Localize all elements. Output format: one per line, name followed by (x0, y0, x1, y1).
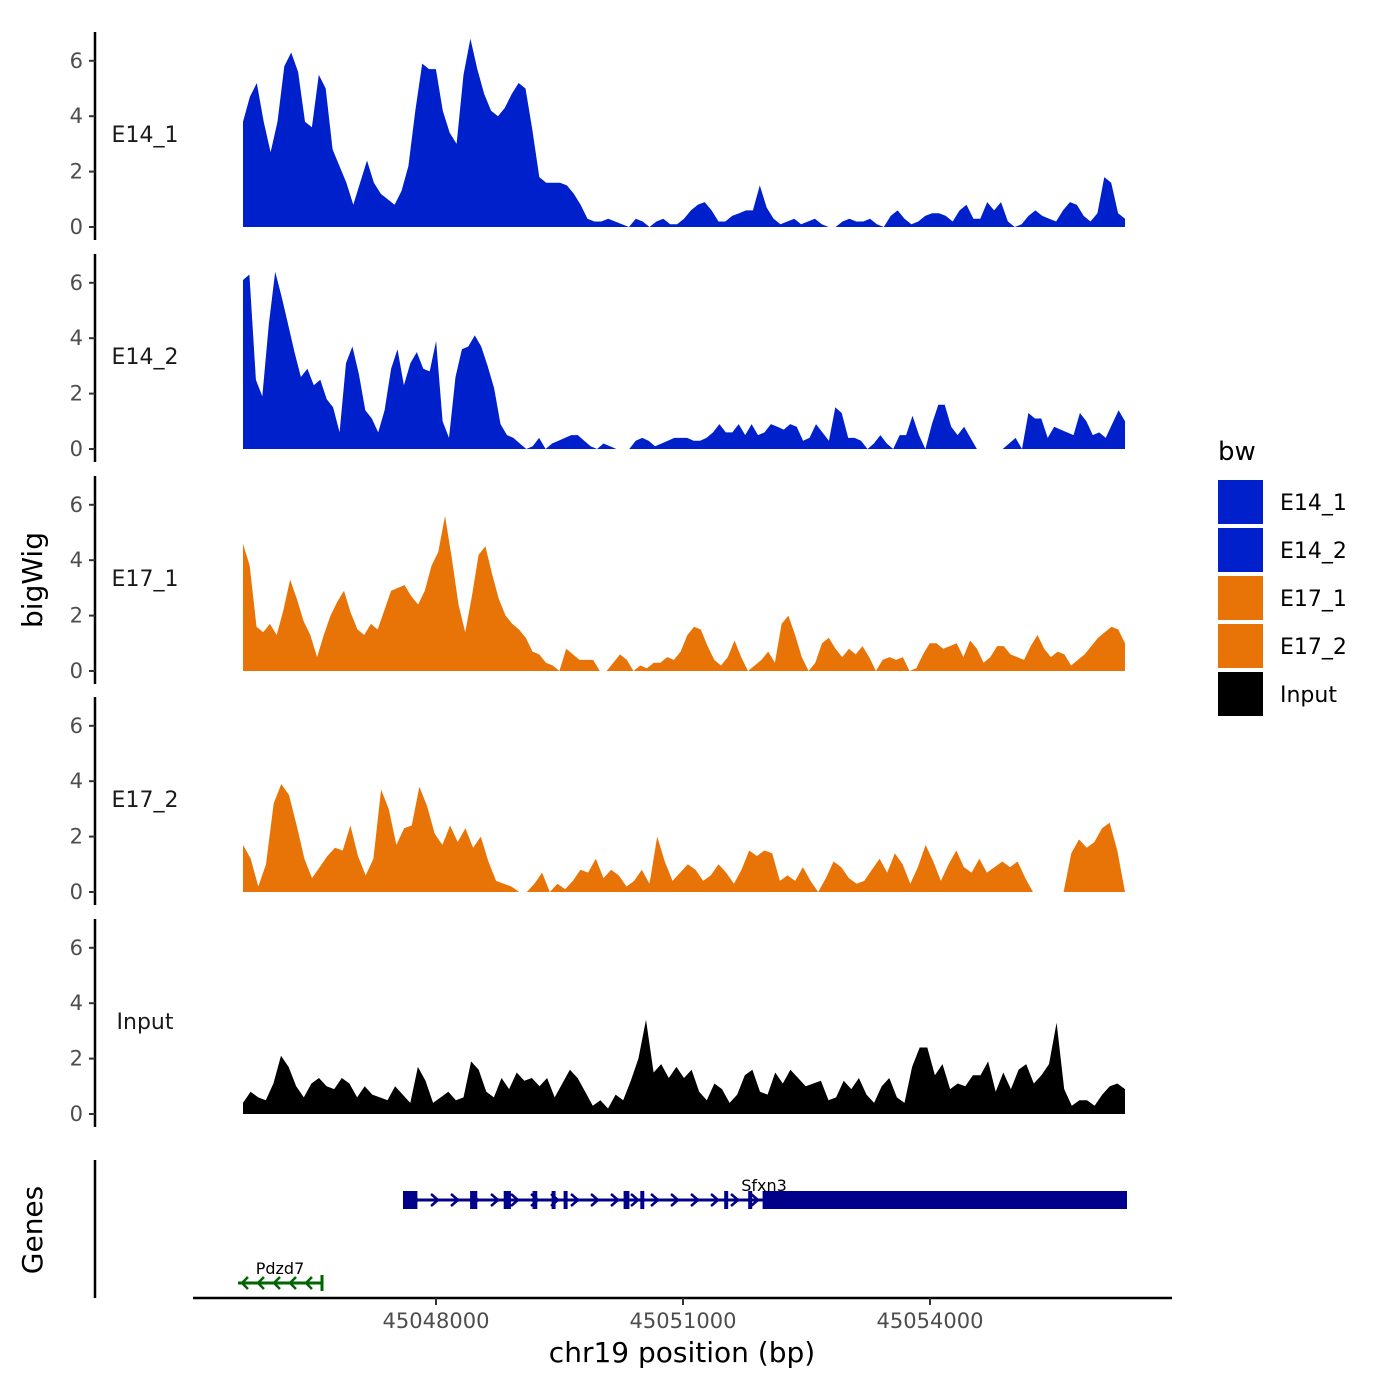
y-tick-label: 4 (70, 991, 83, 1015)
y-tick-label: 6 (70, 936, 83, 960)
exon (470, 1191, 478, 1209)
area-Input (243, 1019, 1125, 1114)
gene-label: Pdzd7 (256, 1259, 305, 1278)
y-tick-label: 0 (70, 437, 83, 461)
strand-arrow (670, 1193, 680, 1207)
strand-arrow (610, 1193, 620, 1207)
y-axis-title: bigWig (16, 532, 49, 628)
x-tick-label: 45051000 (630, 1309, 737, 1333)
track-label: E14_2 (112, 345, 179, 370)
y-tick-label: 4 (70, 548, 83, 572)
area-E17_2 (243, 784, 1125, 892)
exon (551, 1191, 556, 1209)
track-label: E14_1 (112, 123, 179, 148)
strand-arrow (240, 1276, 249, 1290)
legend-key (1218, 576, 1263, 620)
exon (748, 1191, 753, 1209)
y-tick-label: 6 (70, 714, 83, 738)
legend: bw E14_1 E14_2 E17_1 E17_2 Input (1218, 437, 1347, 716)
y-tick-label: 2 (70, 604, 83, 628)
track-E14_1: 0 2 4 6 E14_1 (70, 32, 1125, 240)
strand-arrow (750, 1193, 760, 1207)
coverage-tracks: 0 2 4 6 E14_1 0 2 4 6 E14_2 0 2 4 6 E17_1 0 2 4 6 E17_2 0 2 4 6… (70, 32, 1125, 1127)
legend-label: E17_2 (1280, 635, 1347, 660)
x-tick-label: 45054000 (877, 1309, 984, 1333)
strand-arrow (430, 1193, 440, 1207)
strand-arrow (288, 1276, 297, 1290)
exon (640, 1191, 645, 1209)
strand-arrow (590, 1193, 600, 1207)
area-E17_1 (243, 515, 1125, 671)
gene-Pdzd7: Pdzd7 (238, 1259, 324, 1291)
exon (503, 1191, 511, 1209)
legend-title: bw (1218, 437, 1256, 467)
strand-arrow (490, 1193, 500, 1207)
legend-key (1218, 480, 1263, 524)
strand-arrow (730, 1193, 740, 1207)
track-E17_2: 0 2 4 6 E17_2 (70, 697, 1125, 905)
exon (532, 1191, 538, 1209)
strand-arrow (304, 1276, 313, 1290)
exon (623, 1191, 630, 1209)
track-label: Input (117, 1010, 174, 1035)
y-tick-label: 6 (70, 493, 83, 517)
track-label: E17_2 (112, 788, 179, 813)
area-E14_1 (243, 38, 1125, 227)
track-Input: 0 2 4 6 Input (70, 919, 1125, 1127)
legend-key (1218, 672, 1263, 716)
strand-arrow (256, 1276, 265, 1290)
strand-arrow (510, 1193, 520, 1207)
gene-shapes: Sfxn3 Pdzd7 (238, 1176, 1127, 1291)
strand-arrow (450, 1193, 460, 1207)
legend-label: E14_2 (1280, 539, 1347, 564)
area-E14_2 (243, 271, 1125, 449)
legend-items: E14_1 E14_2 E17_1 E17_2 Input (1218, 480, 1347, 716)
strand-arrow (690, 1193, 700, 1207)
y-tick-label: 6 (70, 49, 83, 73)
track-E17_1: 0 2 4 6 E17_1 (70, 476, 1125, 684)
strand-arrow (570, 1193, 580, 1207)
legend-key (1218, 624, 1263, 668)
x-axis-title: chr19 position (bp) (549, 1336, 815, 1369)
strand-arrow (272, 1276, 281, 1290)
strand-arrow (710, 1193, 720, 1207)
x-tick-label: 45048000 (383, 1309, 490, 1333)
legend-label: E14_1 (1280, 491, 1347, 516)
y-tick-label: 6 (70, 271, 83, 295)
genes-track-label: Genes (16, 1186, 49, 1274)
gene-Sfxn3: Sfxn3 (403, 1176, 1127, 1209)
track-label: E17_1 (112, 567, 179, 592)
y-tick-label: 2 (70, 160, 83, 184)
y-tick-label: 2 (70, 825, 83, 849)
exon (762, 1191, 1127, 1209)
y-tick-label: 0 (70, 1102, 83, 1126)
genes-panel: Genes Sfxn3 Pdzd7 (16, 1160, 1127, 1298)
exon (403, 1191, 418, 1209)
y-tick-label: 4 (70, 769, 83, 793)
y-tick-label: 0 (70, 880, 83, 904)
exon (724, 1191, 729, 1209)
strand-arrow (630, 1193, 640, 1207)
y-tick-label: 4 (70, 104, 83, 128)
x-axis: 45048000 45051000 45054000 chr19 position … (193, 1296, 1172, 1369)
strand-arrow (650, 1193, 660, 1207)
x-ticks: 45048000 45051000 45054000 (383, 1298, 984, 1333)
legend-label: Input (1280, 683, 1337, 708)
y-tick-label: 0 (70, 659, 83, 683)
y-tick-label: 0 (70, 215, 83, 239)
exon (563, 1191, 568, 1209)
legend-key (1218, 528, 1263, 572)
y-tick-label: 2 (70, 382, 83, 406)
y-tick-label: 2 (70, 1047, 83, 1071)
legend-label: E17_1 (1280, 587, 1347, 612)
y-tick-label: 4 (70, 326, 83, 350)
track-E14_2: 0 2 4 6 E14_2 (70, 254, 1125, 462)
gene-label: Sfxn3 (741, 1176, 787, 1195)
